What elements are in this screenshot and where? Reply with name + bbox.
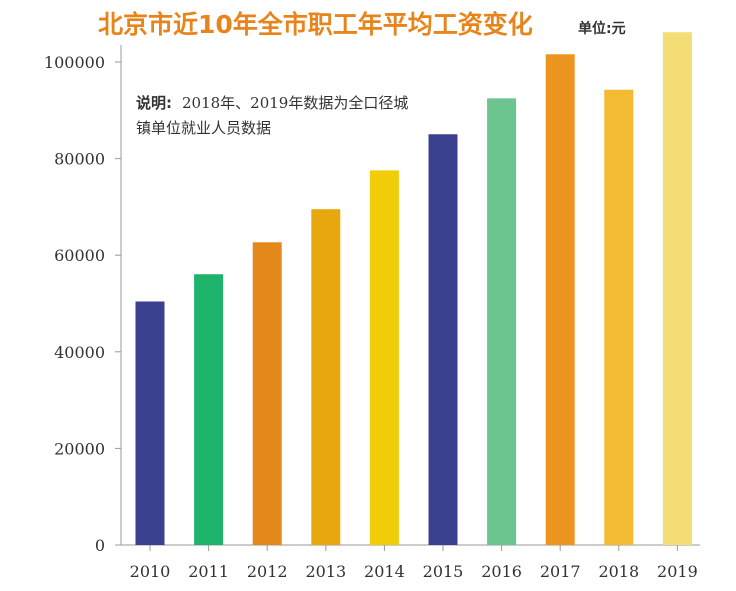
x-tick-label: 2017: [540, 562, 581, 581]
y-tick-label: 60000: [54, 246, 105, 265]
x-tick-label: 2014: [364, 562, 405, 581]
bar-2011: [194, 274, 224, 545]
note-line-1: 2018年、2019年数据为全口径城: [182, 94, 408, 112]
x-tick-label: 2015: [423, 562, 464, 581]
bar-2015: [428, 134, 458, 545]
x-tick-label: 2010: [130, 562, 171, 581]
y-tick-label: 0: [95, 536, 105, 555]
y-tick-label: 80000: [54, 150, 105, 169]
x-axis-ticks: 2010 2011 2012 2013 2014 2015 2016 2017 2018 2019: [130, 545, 698, 581]
bar-2012: [252, 242, 282, 546]
y-axis-ticks: 0 20000 40000 60000 80000 100000: [44, 53, 121, 555]
note-annotation: 说明: 2018年、2019年数据为全口径城 镇单位就业人员数据: [136, 94, 408, 137]
x-tick-label: 2018: [598, 562, 639, 581]
bar-2018: [604, 89, 634, 545]
x-tick-label: 2013: [305, 562, 346, 581]
x-tick-label: 2012: [247, 562, 288, 581]
y-tick-label: 100000: [44, 53, 105, 72]
bar-2010: [135, 301, 165, 545]
bar-2013: [311, 209, 341, 546]
bar-series: [135, 32, 692, 546]
x-tick-label: 2019: [657, 562, 698, 581]
note-line-2: 镇单位就业人员数据: [136, 119, 271, 137]
chart-title: 北京市近10年全市职工年平均工资变化: [98, 10, 533, 39]
x-tick-label: 2011: [188, 562, 229, 581]
bar-2016: [487, 98, 517, 545]
bar-2017: [545, 54, 575, 546]
y-tick-label: 20000: [54, 439, 105, 458]
bar-2019: [662, 32, 692, 546]
y-tick-label: 40000: [54, 343, 105, 362]
unit-label: 单位:元: [578, 20, 626, 37]
note-label: 说明:: [136, 94, 172, 112]
x-tick-label: 2016: [481, 562, 522, 581]
bar-2014: [369, 170, 399, 545]
